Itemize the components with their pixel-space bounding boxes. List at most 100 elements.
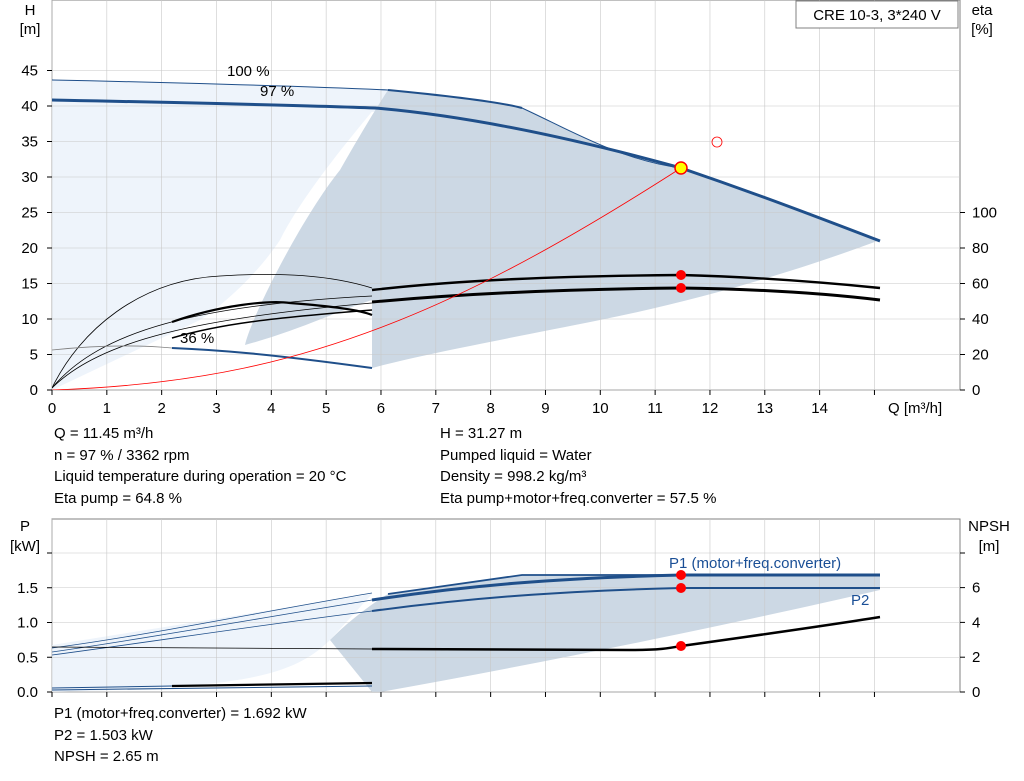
y-left-tick-label-bottom: 1.0 xyxy=(17,615,38,632)
curve-label-36: 36 % xyxy=(180,330,214,347)
curve-npsh xyxy=(371,615,881,652)
y-left-axis-label: H xyxy=(25,2,36,19)
y-left-tick-label-bottom: 0.0 xyxy=(17,684,38,701)
curve-p-low-thin xyxy=(52,685,173,689)
curve-label-p1: P1 (motor+freq.converter) xyxy=(669,555,841,572)
info-p2: P2 = 1.503 kW xyxy=(54,726,153,744)
y-right-tick-label-bottom: 4 xyxy=(972,614,980,631)
curve-npsh-thin xyxy=(52,646,373,650)
operating-point-p1 xyxy=(676,570,686,580)
curve-eta-total-thin2 xyxy=(52,302,373,389)
curve-label-97: 97 % xyxy=(260,83,294,100)
x-axis-label: Q [m³/h] xyxy=(888,400,942,417)
curve-p-low xyxy=(171,681,373,688)
y-left-tick-label: 45 xyxy=(21,63,38,80)
y-right-tick-label: 80 xyxy=(972,240,989,257)
operating-point-npsh xyxy=(676,641,686,651)
y-right-tick-label-bottom: 0 xyxy=(972,684,980,701)
y-right-tick-label: 100 xyxy=(972,205,997,222)
top-operating-points xyxy=(674,136,723,293)
x-tick-label: 5 xyxy=(322,400,330,417)
light-range-area-lower xyxy=(52,100,375,390)
info-right-top: H = 31.27 m Pumped liquid = Water Densit… xyxy=(440,423,716,509)
bottom-operating-range-area xyxy=(52,575,880,692)
curve-eta-pump-thin xyxy=(52,273,373,389)
curve-h-100-upper xyxy=(387,89,523,109)
x-tick-label: 13 xyxy=(756,400,773,417)
y-left-tick-label: 0 xyxy=(30,382,38,399)
y-left-tick-label: 30 xyxy=(21,169,38,186)
curve-h-36 xyxy=(171,347,373,369)
bottom-curves xyxy=(52,573,881,691)
y-left-tick-label: 15 xyxy=(21,276,38,293)
y-left-tick-label-bottom: 1.5 xyxy=(17,580,38,597)
x-tick-label: 3 xyxy=(212,400,220,417)
info-left-top: Q = 11.45 m³/h n = 97 % / 3362 rpm Liqui… xyxy=(54,423,346,509)
product-label: CRE 10-3, 3*240 V xyxy=(813,7,941,24)
curve-eta-total xyxy=(371,286,881,304)
info-bottom: P1 (motor+freq.converter) = 1.692 kW P2 … xyxy=(54,703,307,768)
curve-p-low-bottom xyxy=(52,685,373,691)
info-temperature: Liquid temperature during operation = 20… xyxy=(54,468,347,485)
x-tick-label: 0 xyxy=(48,400,56,417)
requested-duty-point xyxy=(711,136,723,148)
y-right-axis-unit-bottom: [m] xyxy=(979,538,1000,555)
operating-point-eta-total xyxy=(676,283,686,293)
light-range-area-bottom xyxy=(52,594,372,692)
system-curve xyxy=(52,167,682,390)
y-left-axis-label-bottom: P xyxy=(20,518,30,535)
gray-range-area-bottom xyxy=(330,575,880,692)
info-density: Density = 998.2 kg/m³ xyxy=(440,468,587,485)
x-tick-label: 11 xyxy=(647,400,663,417)
info-eta-pump: Eta pump = 64.8 % xyxy=(54,489,182,507)
curve-label-100: 100 % xyxy=(227,63,270,80)
y-right-tick-label: 40 xyxy=(972,311,989,328)
x-tick-label: 12 xyxy=(702,400,719,417)
x-tick-label: 9 xyxy=(541,400,549,417)
info-p1: P1 (motor+freq.converter) = 1.692 kW xyxy=(54,705,307,722)
y-left-tick-label: 35 xyxy=(21,134,38,151)
info-npsh: NPSH = 2.65 m xyxy=(54,748,159,765)
y-right-axis-label: eta xyxy=(972,2,994,19)
y-right-tick-label: 60 xyxy=(972,276,989,293)
y-left-tick-label-bottom: 0.5 xyxy=(17,649,38,666)
curve-eta-pump xyxy=(371,273,881,292)
y-left-axis-unit: [m] xyxy=(20,21,41,38)
top-curves xyxy=(52,79,881,390)
x-tick-label: 7 xyxy=(432,400,440,417)
bottom-operating-points xyxy=(676,570,686,651)
x-tick-label: 14 xyxy=(811,400,828,417)
curve-p2 xyxy=(371,587,880,612)
y-left-tick-label: 10 xyxy=(21,311,38,328)
curve-eta-pump-low xyxy=(171,301,373,324)
curve-eta-total-low xyxy=(171,309,373,339)
bottom-grid xyxy=(51,519,960,693)
info-eta-total: Eta pump+motor+freq.converter = 57.5 % xyxy=(440,489,717,507)
info-h: H = 31.27 m xyxy=(440,425,523,442)
x-tick-label: 2 xyxy=(157,400,165,417)
curve-p1-thin xyxy=(52,592,373,649)
y-left-tick-label: 5 xyxy=(30,347,38,364)
y-left-axis-unit-bottom: [kW] xyxy=(10,538,40,555)
operating-point-h xyxy=(674,161,688,175)
curve-eta-36-low xyxy=(52,345,173,351)
x-tick-label: 8 xyxy=(486,400,494,417)
curve-eta-total-thin1 xyxy=(52,295,373,389)
curve-p2-thin xyxy=(52,610,373,656)
top-grid xyxy=(51,0,960,391)
x-tick-label: 6 xyxy=(377,400,385,417)
curve-label-p2: P2 xyxy=(851,592,869,609)
curve-p1-upper xyxy=(387,574,880,595)
info-speed: n = 97 % / 3362 rpm xyxy=(54,446,190,464)
info-q: Q = 11.45 m³/h xyxy=(54,425,154,442)
y-right-axis-label-bottom: NPSH xyxy=(968,518,1010,535)
curve-p1-thin2 xyxy=(52,599,373,653)
y-right-tick-label-bottom: 2 xyxy=(972,649,980,666)
y-left-tick-label: 40 xyxy=(21,98,38,115)
info-liquid: Pumped liquid = Water xyxy=(440,446,592,464)
x-tick-label: 1 xyxy=(103,400,111,417)
y-right-tick-label: 0 xyxy=(972,382,980,399)
operating-point-p2 xyxy=(676,583,686,593)
operating-point-eta-pump xyxy=(676,270,686,280)
